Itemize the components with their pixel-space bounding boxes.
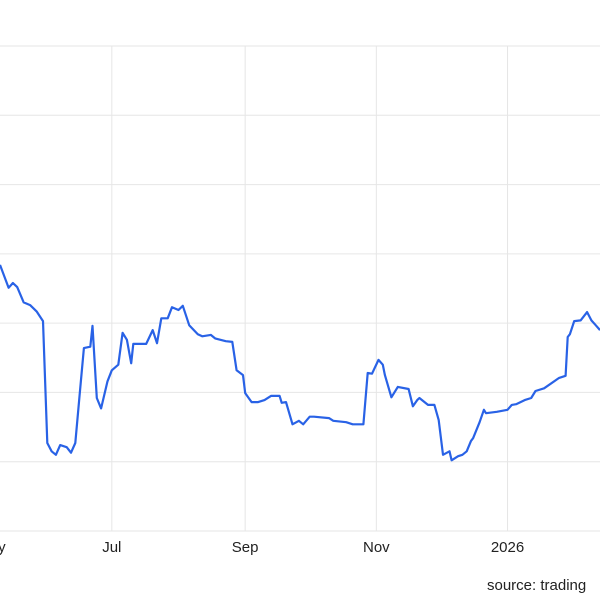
grid: [0, 45, 600, 532]
x-tick-label: Sep: [232, 539, 259, 556]
line: [0, 264, 600, 462]
x-tick-label: May: [0, 539, 6, 556]
x-tick-label: Jul: [102, 539, 121, 556]
x-tick-label: 2026: [491, 539, 524, 556]
source-note: source: trading: [487, 577, 586, 594]
x-tick-label: Nov: [363, 539, 390, 556]
